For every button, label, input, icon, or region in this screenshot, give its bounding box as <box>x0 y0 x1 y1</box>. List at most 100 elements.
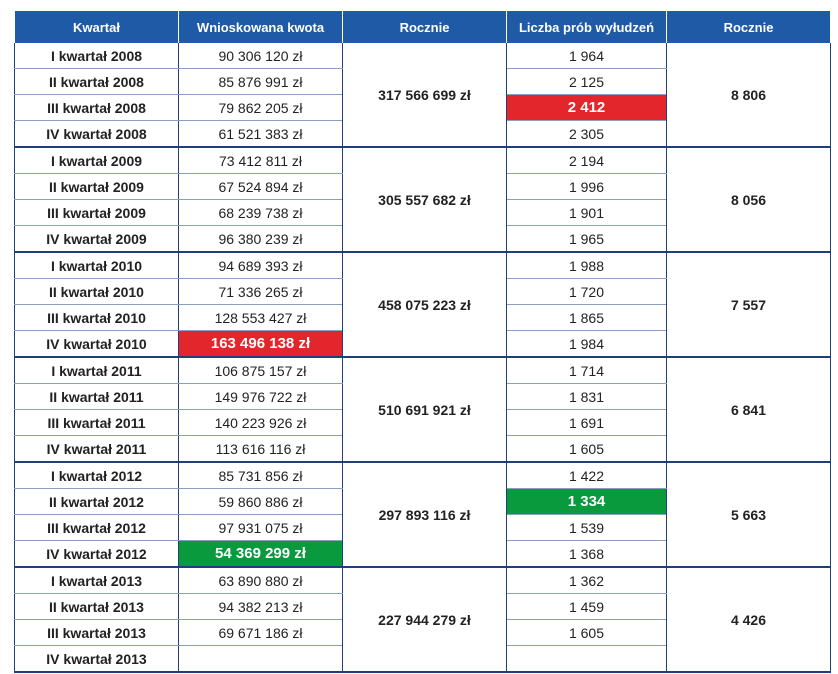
quarter-cell: III kwartał 2008 <box>14 94 179 121</box>
table-header-row: Kwartał Wnioskowana kwota Rocznie Liczba… <box>14 11 831 43</box>
count-cell: 1 965 <box>506 225 667 253</box>
quarter-cell: III kwartał 2012 <box>14 514 179 541</box>
count-cell: 2 305 <box>506 120 667 148</box>
amount-cell: 90 306 120 zł <box>178 43 343 69</box>
table-row: IV kwartał 2013 <box>14 645 831 673</box>
annual-amount-cell: 227 944 279 zł <box>342 567 507 673</box>
annual-amount-cell: 510 691 921 zł <box>342 357 507 463</box>
header-annual-count: Rocznie <box>666 11 831 43</box>
table-row: I kwartał 2008 90 306 120 zł 317 566 699… <box>14 43 831 148</box>
quarter-cell: II kwartał 2008 <box>14 68 179 95</box>
table-row: II kwartał 2013 94 382 213 zł 1 459 <box>14 593 831 620</box>
quarter-cell: II kwartał 2010 <box>14 278 179 305</box>
table-row: I kwartał 2013 63 890 880 zł 227 944 279… <box>14 567 831 673</box>
amount-cell: 94 689 393 zł <box>178 252 343 279</box>
count-cell: 1 964 <box>506 43 667 69</box>
table-row: I kwartał 2010 94 689 393 zł 458 075 223… <box>14 252 831 358</box>
table-row: II kwartał 2011 149 976 722 zł 1 831 <box>14 383 831 410</box>
table-row: II kwartał 2012 59 860 886 zł 1 334 <box>14 488 831 515</box>
quarter-cell: I kwartał 2012 <box>14 462 179 489</box>
count-cell: 1 714 <box>506 357 667 384</box>
amount-cell: 69 671 186 zł <box>178 619 343 646</box>
annual-amount-cell: 297 893 116 zł <box>342 462 507 568</box>
quarter-cell: II kwartał 2012 <box>14 488 179 515</box>
count-cell: 1 831 <box>506 383 667 410</box>
count-cell: 1 605 <box>506 619 667 646</box>
quarter-cell: IV kwartał 2012 <box>14 540 179 568</box>
table-row: II kwartał 2010 71 336 265 zł 1 720 <box>14 278 831 305</box>
table-row: II kwartał 2008 85 876 991 zł 2 125 <box>14 68 831 95</box>
annual-count-cell: 7 557 <box>666 252 831 358</box>
amount-cell: 96 380 239 zł <box>178 225 343 253</box>
amount-cell: 106 875 157 zł <box>178 357 343 384</box>
annual-amount-cell: 317 566 699 zł <box>342 43 507 148</box>
count-cell: 1 459 <box>506 593 667 620</box>
amount-cell: 79 862 205 zł <box>178 94 343 121</box>
max-count-highlight-cell: 2 412 <box>506 94 667 121</box>
count-cell <box>506 645 667 673</box>
table-row: III kwartał 2008 79 862 205 zł 2 412 <box>14 94 831 121</box>
header-requested-amount: Wnioskowana kwota <box>178 11 343 43</box>
quarter-cell: I kwartał 2009 <box>14 147 179 174</box>
annual-count-cell: 5 663 <box>666 462 831 568</box>
quarter-cell: I kwartał 2013 <box>14 567 179 594</box>
table-row: III kwartał 2013 69 671 186 zł 1 605 <box>14 619 831 646</box>
amount-cell: 97 931 075 zł <box>178 514 343 541</box>
amount-cell: 61 521 383 zł <box>178 120 343 148</box>
quarter-cell: III kwartał 2013 <box>14 619 179 646</box>
table-row: IV kwartał 2012 54 369 299 zł 1 368 <box>14 540 831 568</box>
table-row: IV kwartał 2011 113 616 116 zł 1 605 <box>14 435 831 463</box>
amount-cell: 94 382 213 zł <box>178 593 343 620</box>
amount-cell: 85 876 991 zł <box>178 68 343 95</box>
count-cell: 1 720 <box>506 278 667 305</box>
table-row: III kwartał 2012 97 931 075 zł 1 539 <box>14 514 831 541</box>
amount-cell: 63 890 880 zł <box>178 567 343 594</box>
quarter-cell: I kwartał 2011 <box>14 357 179 384</box>
table-row: IV kwartał 2008 61 521 383 zł 2 305 <box>14 120 831 148</box>
count-cell: 1 988 <box>506 252 667 279</box>
amount-cell: 149 976 722 zł <box>178 383 343 410</box>
count-cell: 1 984 <box>506 330 667 358</box>
count-cell: 1 422 <box>506 462 667 489</box>
table-row: IV kwartał 2009 96 380 239 zł 1 965 <box>14 225 831 253</box>
quarter-cell: III kwartał 2009 <box>14 199 179 226</box>
amount-cell: 67 524 894 zł <box>178 173 343 200</box>
amount-cell: 73 412 811 zł <box>178 147 343 174</box>
header-attempt-count: Liczba prób wyłudzeń <box>506 11 667 43</box>
table-row: I kwartał 2009 73 412 811 zł 305 557 682… <box>14 147 831 253</box>
fraud-statistics-table: Kwartał Wnioskowana kwota Rocznie Liczba… <box>14 11 831 673</box>
quarter-cell: II kwartał 2009 <box>14 173 179 200</box>
quarter-cell: I kwartał 2008 <box>14 43 179 69</box>
amount-cell: 85 731 856 zł <box>178 462 343 489</box>
quarter-cell: II kwartał 2011 <box>14 383 179 410</box>
header-annual-amount: Rocznie <box>342 11 507 43</box>
table-row: III kwartał 2009 68 239 738 zł 1 901 <box>14 199 831 226</box>
count-cell: 1 605 <box>506 435 667 463</box>
min-amount-highlight-cell: 54 369 299 zł <box>178 540 343 568</box>
quarter-cell: IV kwartał 2011 <box>14 435 179 463</box>
amount-cell: 71 336 265 zł <box>178 278 343 305</box>
annual-count-cell: 8 056 <box>666 147 831 253</box>
min-count-highlight-cell: 1 334 <box>506 488 667 515</box>
annual-count-cell: 4 426 <box>666 567 831 673</box>
quarter-cell: IV kwartał 2013 <box>14 645 179 673</box>
quarter-cell: IV kwartał 2009 <box>14 225 179 253</box>
annual-amount-cell: 305 557 682 zł <box>342 147 507 253</box>
count-cell: 2 125 <box>506 68 667 95</box>
count-cell: 1 362 <box>506 567 667 594</box>
annual-amount-cell: 458 075 223 zł <box>342 252 507 358</box>
table-row: IV kwartał 2010 163 496 138 zł 1 984 <box>14 330 831 358</box>
table-row: III kwartał 2010 128 553 427 zł 1 865 <box>14 304 831 331</box>
table-row: II kwartał 2009 67 524 894 zł 1 996 <box>14 173 831 200</box>
count-cell: 1 901 <box>506 199 667 226</box>
annual-count-cell: 8 806 <box>666 43 831 148</box>
amount-cell: 68 239 738 zł <box>178 199 343 226</box>
annual-count-cell: 6 841 <box>666 357 831 463</box>
count-cell: 1 691 <box>506 409 667 436</box>
table-row: I kwartał 2012 85 731 856 zł 297 893 116… <box>14 462 831 568</box>
quarter-cell: II kwartał 2013 <box>14 593 179 620</box>
count-cell: 1 996 <box>506 173 667 200</box>
quarter-cell: IV kwartał 2010 <box>14 330 179 358</box>
amount-cell <box>178 645 343 673</box>
quarter-cell: I kwartał 2010 <box>14 252 179 279</box>
